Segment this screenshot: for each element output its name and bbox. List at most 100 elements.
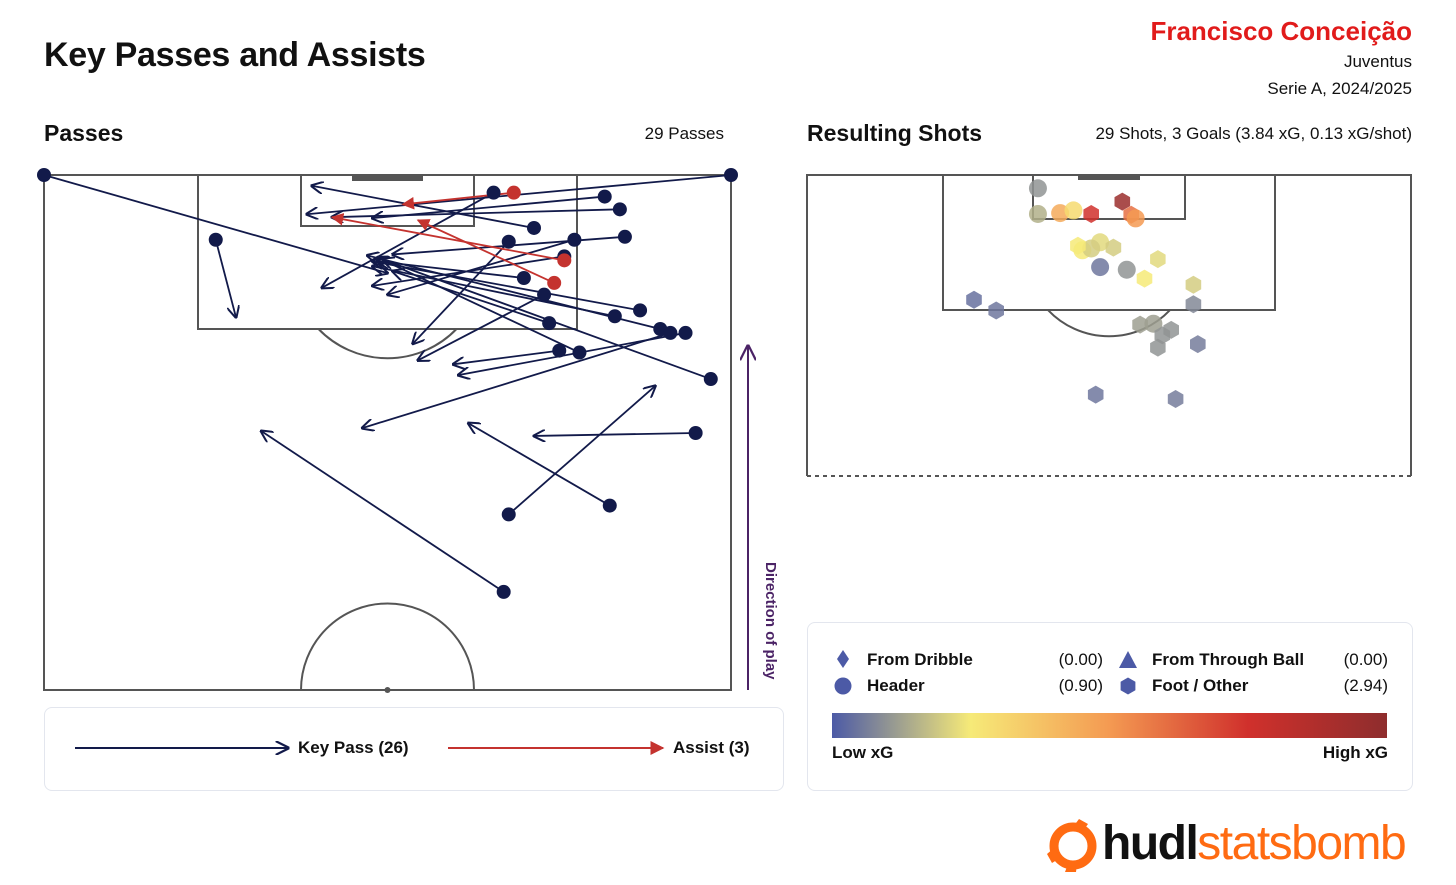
passes-pitch: Direction of play — [37, 168, 779, 693]
competition-season: Serie A, 2024/2025 — [1267, 79, 1412, 98]
key-pass-legend-label: Key Pass (26) — [298, 738, 409, 757]
legend-through-ball-label: From Through Ball — [1152, 650, 1305, 669]
key-pass-arrow — [418, 293, 545, 361]
key-pass-arrow — [413, 241, 510, 344]
assist-origin-dot — [547, 275, 562, 290]
key-pass-origin-dot — [537, 287, 552, 302]
diamond-icon — [837, 650, 849, 668]
key-pass-origin-dot — [703, 372, 718, 387]
shots-title: Resulting Shots — [807, 120, 983, 146]
low-xg-label: Low xG — [832, 743, 894, 762]
shots-pitch-outline — [806, 174, 1412, 476]
circle-icon — [834, 677, 852, 695]
legend-header-label: Header — [867, 676, 925, 695]
key-pass-arrow — [362, 332, 671, 428]
key-pass-origin-dot — [516, 271, 531, 285]
high-xg-label: High xG — [1322, 743, 1388, 762]
legend-header-value: (0.90) — [1058, 676, 1103, 695]
xg-colorbar — [832, 713, 1387, 738]
key-pass-origin-dot — [567, 232, 582, 247]
key-pass-origin-dot — [597, 189, 612, 204]
legend-from-dribble-value: (0.00) — [1058, 650, 1103, 669]
key-pass-origin-dot — [501, 234, 516, 249]
shot-foot-marker — [1150, 338, 1166, 357]
team-name: Juventus — [1343, 52, 1412, 71]
shot-foot-marker — [1190, 335, 1206, 354]
key-pass-arrow — [43, 174, 388, 273]
passes-layer — [37, 168, 738, 599]
key-pass-origin-dot — [552, 343, 567, 358]
key-pass-origin-dot — [663, 325, 678, 340]
centre-circle — [300, 602, 475, 691]
shots-pitch — [806, 174, 1412, 477]
key-pass-origin-dot — [572, 345, 587, 360]
key-pass-origin-dot — [526, 220, 541, 235]
shot-foot-marker — [1114, 192, 1131, 211]
legend-from-dribble-label: From Dribble — [867, 650, 973, 669]
key-pass-origin-dot — [607, 309, 622, 324]
key-pass-arrow — [261, 431, 505, 593]
key-pass-arrow — [312, 186, 535, 229]
legend-foot-value: (2.94) — [1343, 676, 1388, 695]
shots-summary: 29 Shots, 3 Goals (3.84 xG, 0.13 xG/shot… — [1095, 124, 1412, 143]
triangle-icon — [1119, 651, 1137, 668]
shot-foot-marker — [1150, 250, 1166, 269]
passes-title: Passes — [44, 120, 124, 146]
shot-header-marker — [1126, 209, 1145, 228]
shot-header-marker — [1144, 314, 1163, 333]
shots-goal-mouth — [1078, 175, 1140, 180]
statsbomb-mark-icon — [1047, 819, 1097, 872]
legend-foot-label: Foot / Other — [1152, 676, 1249, 695]
shots-legend: From Dribble (0.00) From Through Ball (0… — [807, 622, 1413, 791]
page-title: Key Passes and Assists — [44, 36, 426, 74]
key-pass-origin-dot — [208, 232, 223, 247]
key-pass-origin-dot — [678, 325, 693, 340]
direction-label: Direction of play — [762, 562, 779, 680]
passes-count: 29 Passes — [644, 124, 724, 143]
shot-foot-marker — [1136, 269, 1153, 288]
key-pass-origin-dot — [617, 229, 632, 244]
key-pass-origin-dot — [486, 185, 501, 200]
key-pass-arrow — [377, 257, 580, 354]
shot-header-marker — [1117, 260, 1136, 279]
assist-legend-label: Assist (3) — [673, 738, 750, 757]
centre-spot — [384, 687, 391, 693]
shot-foot-marker — [1185, 275, 1202, 294]
shot-foot-marker — [1083, 205, 1099, 223]
passes-legend: Key Pass (26) Assist (3) — [44, 707, 784, 791]
key-pass-origin-dot — [496, 584, 511, 599]
key-pass-origin-dot — [724, 168, 738, 182]
key-pass-arrow — [508, 386, 655, 516]
shot-header-marker — [1064, 201, 1083, 220]
key-pass-origin-dot — [37, 168, 51, 182]
shot-foot-marker — [1070, 236, 1086, 255]
assist-origin-dot — [506, 185, 521, 200]
key-pass-arrow — [468, 423, 611, 507]
penalty-arc — [317, 328, 458, 360]
shot-foot-marker — [1163, 320, 1179, 339]
shot-header-marker — [1082, 239, 1101, 258]
key-pass-arrow — [453, 349, 560, 365]
key-pass-origin-dot — [602, 498, 617, 513]
key-pass-arrow — [393, 271, 550, 324]
key-pass-arrow — [214, 239, 236, 317]
key-pass-arrow — [534, 433, 696, 436]
logo-wordmark: hudlstatsbomb — [1102, 817, 1407, 870]
shot-header-marker — [1091, 258, 1110, 277]
shot-header-marker — [1028, 179, 1047, 198]
key-pass-arrow — [322, 191, 495, 288]
shot-header-marker — [1051, 204, 1070, 223]
shot-foot-marker — [1132, 315, 1148, 334]
shots-layer — [966, 179, 1206, 408]
key-pass-origin-dot — [501, 507, 516, 522]
shot-foot-marker — [1087, 385, 1104, 404]
key-pass-arrow — [388, 238, 575, 295]
passes-legend-arrows — [75, 741, 665, 755]
shots-legend-icons — [834, 650, 1137, 695]
goal-mouth — [352, 175, 423, 181]
key-pass-origin-dot — [688, 425, 703, 440]
key-pass-origin-dot — [542, 316, 557, 331]
shot-foot-marker — [1105, 238, 1122, 257]
hudl-statsbomb-logo: hudlstatsbomb — [1046, 816, 1412, 872]
key-pass-arrow — [372, 261, 641, 312]
